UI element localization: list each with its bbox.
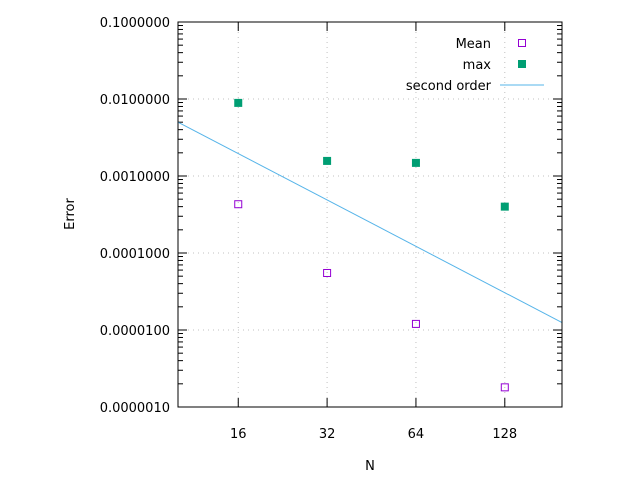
y-tick-label: 0.0010000 <box>100 170 170 185</box>
legend-swatch-open-square <box>518 39 526 47</box>
legend: Mean max second order <box>406 37 544 94</box>
grid <box>178 22 562 407</box>
legend-label: Mean <box>456 37 491 52</box>
mean-point <box>323 268 332 277</box>
mean-point <box>411 319 420 328</box>
y-tick-label: 0.1000000 <box>100 16 170 31</box>
y-tick-label: 0.0100000 <box>100 93 170 108</box>
x-axis-label: N <box>365 459 375 474</box>
y-tick-label: 0.0000010 <box>100 401 170 416</box>
max-point <box>500 202 509 211</box>
mean-point <box>234 200 243 209</box>
max-point <box>234 98 243 107</box>
series-layer <box>177 98 563 392</box>
y-tick-label: 0.0000100 <box>100 324 170 339</box>
axis-ticks: 0.1000000 0.0100000 0.0010000 0.0001000 0.00… <box>100 16 562 442</box>
y-tick-label: 0.0001000 <box>100 247 170 262</box>
x-tick-label: 32 <box>319 427 336 442</box>
legend-swatch-filled-square <box>518 60 526 68</box>
mean-point <box>500 383 509 392</box>
x-tick-label: 128 <box>492 427 517 442</box>
legend-label: max <box>463 58 492 73</box>
second-order-line <box>177 121 563 323</box>
legend-label: second order <box>406 79 492 94</box>
x-tick-label: 16 <box>230 427 247 442</box>
max-point <box>323 156 332 165</box>
x-tick-label: 64 <box>408 427 425 442</box>
y-axis-label: Error <box>63 198 78 230</box>
plot-border <box>177 21 563 408</box>
max-point <box>411 158 420 167</box>
